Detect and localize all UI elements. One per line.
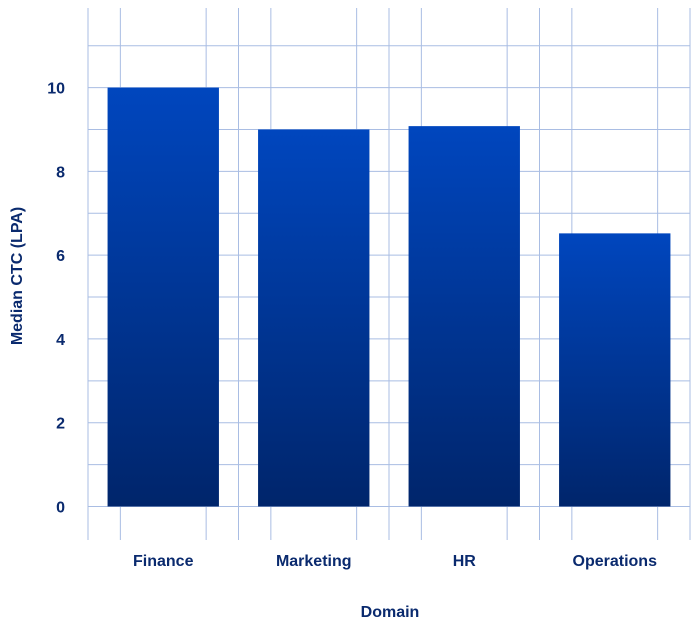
x-tick-labels: Finance Marketing HR Operations — [133, 553, 657, 570]
x-axis-title: Domain — [361, 604, 420, 621]
bars — [107, 87, 671, 507]
x-tick-label: Operations — [573, 553, 658, 570]
y-tick-label: 10 — [47, 81, 65, 98]
y-tick-label: 0 — [56, 499, 65, 516]
bar-marketing — [258, 129, 370, 507]
bar-hr — [408, 126, 520, 507]
y-tick-labels: 0 2 4 6 8 10 — [47, 81, 65, 517]
bar-operations — [559, 233, 671, 507]
y-tick-label: 8 — [56, 164, 65, 181]
x-tick-label: Marketing — [276, 553, 352, 570]
y-tick-label: 4 — [56, 332, 65, 349]
bar-finance — [107, 87, 219, 507]
y-axis-title: Median CTC (LPA) — [9, 207, 26, 345]
x-tick-label: HR — [453, 553, 477, 570]
y-tick-label: 6 — [56, 248, 65, 265]
x-tick-label: Finance — [133, 553, 194, 570]
y-tick-label: 2 — [56, 416, 65, 433]
